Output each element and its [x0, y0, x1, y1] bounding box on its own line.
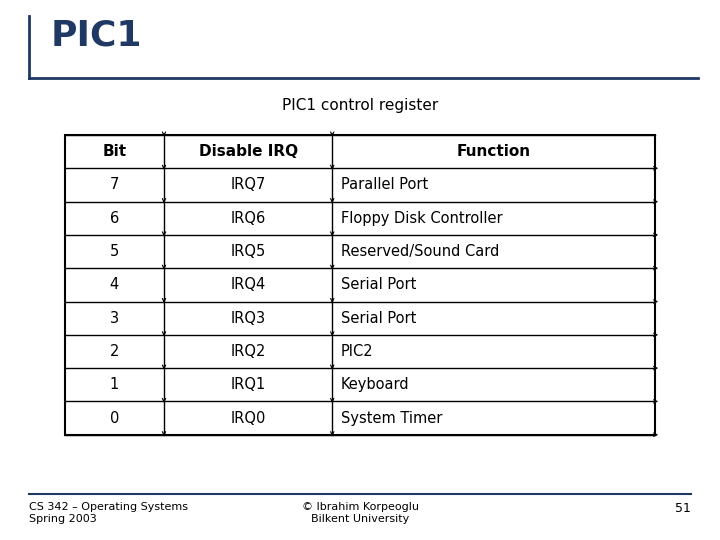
Text: IRQ4: IRQ4 [230, 278, 266, 292]
Text: 5: 5 [109, 244, 119, 259]
Text: Keyboard: Keyboard [341, 377, 410, 392]
Text: Serial Port: Serial Port [341, 310, 416, 326]
Text: Function: Function [456, 144, 531, 159]
Text: 4: 4 [109, 278, 119, 292]
Text: 0: 0 [109, 410, 119, 426]
Text: 51: 51 [675, 502, 691, 515]
Text: System Timer: System Timer [341, 410, 442, 426]
Text: Reserved/Sound Card: Reserved/Sound Card [341, 244, 499, 259]
Text: © Ibrahim Korpeoglu
Bilkent University: © Ibrahim Korpeoglu Bilkent University [302, 502, 418, 524]
Text: Disable IRQ: Disable IRQ [199, 144, 297, 159]
Text: PIC2: PIC2 [341, 344, 374, 359]
Text: Floppy Disk Controller: Floppy Disk Controller [341, 211, 503, 226]
Text: PIC1: PIC1 [50, 18, 142, 52]
Text: IRQ1: IRQ1 [230, 377, 266, 392]
Text: 6: 6 [109, 211, 119, 226]
Text: IRQ3: IRQ3 [230, 310, 266, 326]
Text: IRQ7: IRQ7 [230, 178, 266, 192]
Text: Bit: Bit [102, 144, 127, 159]
Text: Serial Port: Serial Port [341, 278, 416, 292]
Text: IRQ5: IRQ5 [230, 244, 266, 259]
Text: IRQ0: IRQ0 [230, 410, 266, 426]
Text: 2: 2 [109, 344, 119, 359]
Text: IRQ6: IRQ6 [230, 211, 266, 226]
Bar [65, 135, 655, 435]
Text: 3: 3 [110, 310, 119, 326]
Text: 7: 7 [109, 178, 119, 192]
Text: IRQ2: IRQ2 [230, 344, 266, 359]
Text: Parallel Port: Parallel Port [341, 178, 428, 192]
Text: CS 342 – Operating Systems
Spring 2003: CS 342 – Operating Systems Spring 2003 [29, 502, 188, 524]
Text: PIC1 control register: PIC1 control register [282, 98, 438, 113]
Text: 1: 1 [109, 377, 119, 392]
